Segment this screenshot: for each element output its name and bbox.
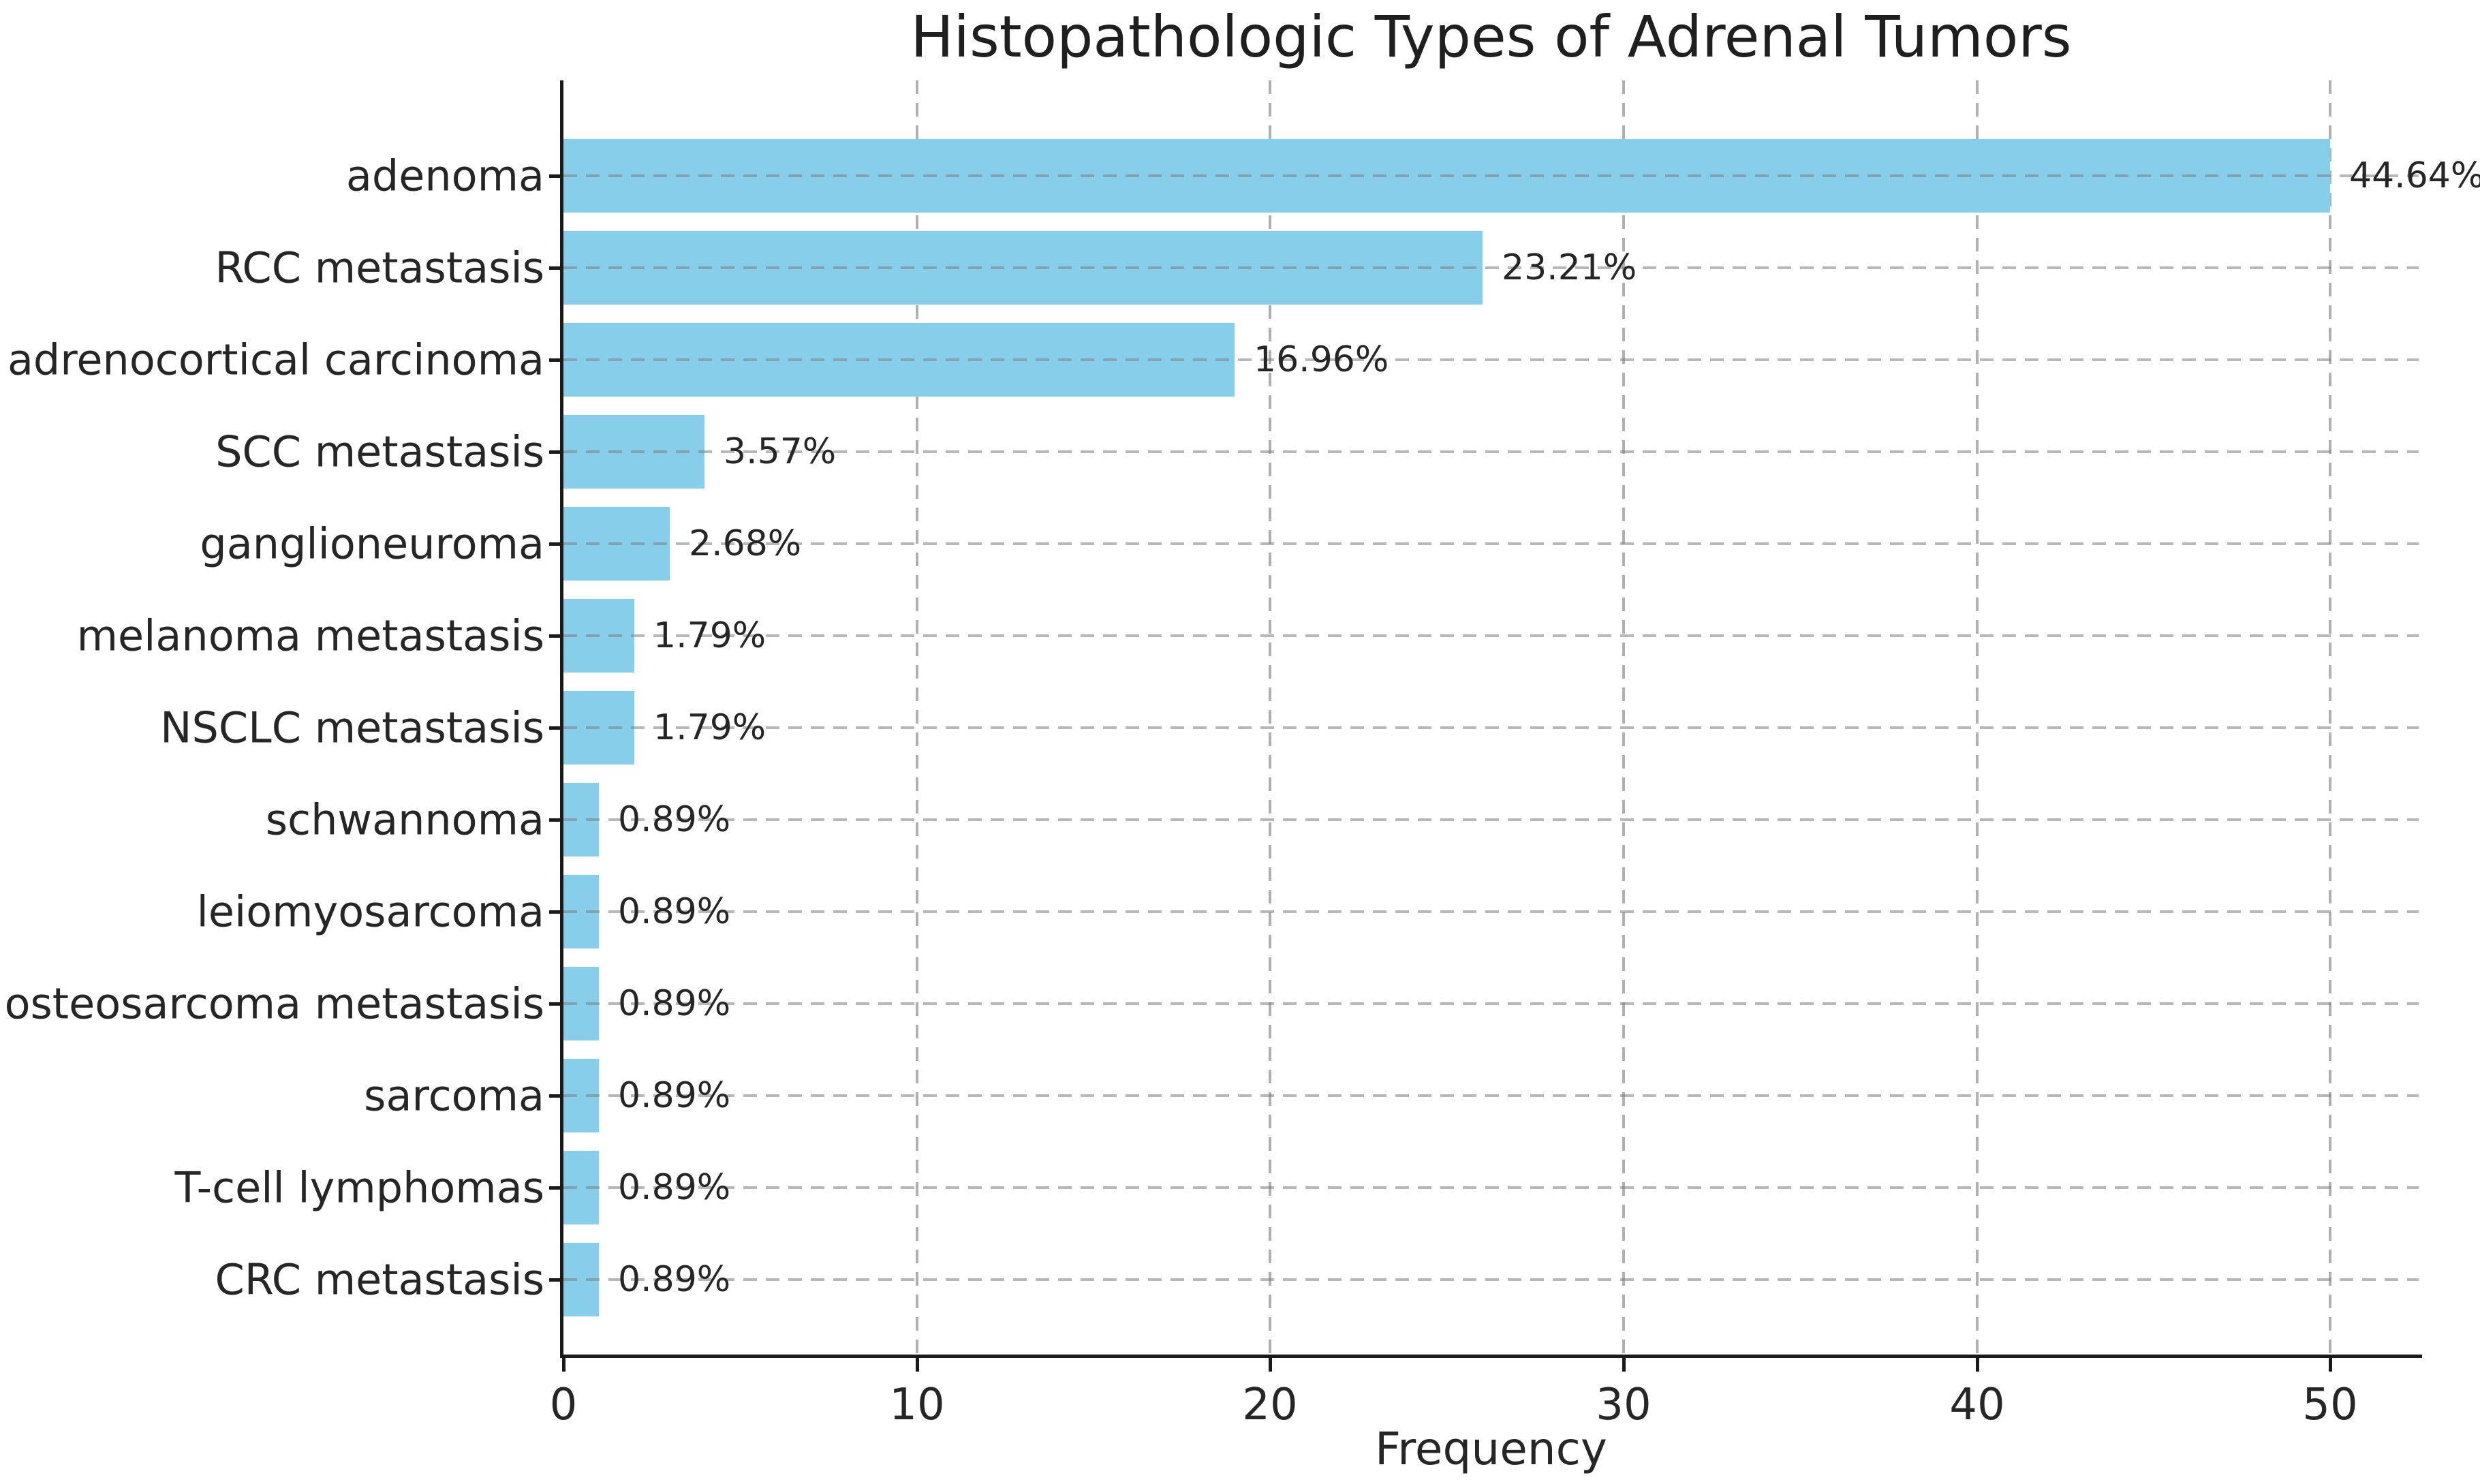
row-dashed-line	[563, 634, 2419, 637]
y-axis-spine	[560, 80, 563, 1358]
bar-percent-label: 23.21%	[1502, 247, 1637, 288]
row-dashed-line	[563, 1002, 2419, 1005]
row-dashed-line	[563, 450, 2419, 453]
y-tick-mark	[549, 634, 560, 638]
x-tick-mark	[1976, 1358, 1979, 1372]
bar-percent-label: 44.64%	[2349, 155, 2480, 196]
category-label: sarcoma	[364, 1070, 544, 1121]
y-tick-mark	[549, 542, 560, 546]
y-tick-mark	[549, 1094, 560, 1098]
category-label: CRC metastasis	[215, 1254, 544, 1305]
bar-percent-label: 0.89%	[618, 1259, 731, 1300]
y-tick-mark	[549, 358, 560, 362]
x-tick-label: 0	[549, 1380, 578, 1430]
bar-percent-label: 1.79%	[653, 615, 766, 656]
row-dashed-line	[563, 1094, 2419, 1097]
category-label: RCC metastasis	[215, 243, 544, 293]
y-tick-mark	[549, 266, 560, 270]
row-dashed-line	[563, 266, 2419, 269]
row-dashed-line	[563, 1278, 2419, 1281]
x-axis-label: Frequency	[1375, 1423, 1607, 1475]
category-label: NSCLC metastasis	[160, 702, 544, 753]
x-tick-mark	[562, 1358, 565, 1372]
row-dashed-line	[563, 726, 2419, 729]
x-gridline	[1976, 80, 1979, 1355]
category-label: T-cell lymphomas	[174, 1162, 544, 1213]
bar-percent-label: 0.89%	[618, 891, 731, 932]
category-label: leiomyosarcoma	[196, 886, 544, 937]
x-tick-mark	[1622, 1358, 1626, 1372]
bar-percent-label: 0.89%	[618, 1167, 731, 1208]
x-tick-label: 40	[1949, 1380, 2005, 1430]
y-tick-mark	[549, 818, 560, 822]
x-tick-mark	[916, 1358, 919, 1372]
y-tick-mark	[549, 1002, 560, 1006]
chart-title: Histopathologic Types of Adrenal Tumors	[910, 3, 2072, 70]
x-tick-mark	[1269, 1358, 1272, 1372]
row-dashed-line	[563, 542, 2419, 545]
y-tick-mark	[549, 910, 560, 914]
category-label: ganglioneuroma	[200, 519, 544, 569]
y-tick-mark	[549, 1278, 560, 1282]
plot-area: 44.64% 23.21% 16.96% 3.57% 2.68% 1.79% 1.79% 0.…	[563, 80, 2480, 1355]
category-label: SCC metastasis	[215, 427, 544, 477]
bar-percent-label: 3.57%	[724, 431, 837, 472]
row-dashed-line	[563, 174, 2419, 177]
bar-percent-label: 2.68%	[689, 523, 802, 564]
row-dashed-line	[563, 358, 2419, 361]
category-label: adenoma	[345, 151, 544, 201]
category-label: melanoma metastasis	[76, 610, 544, 661]
x-axis-spine	[560, 1355, 2422, 1358]
x-gridline	[916, 80, 918, 1355]
x-gridline	[2329, 80, 2331, 1355]
row-dashed-line	[563, 818, 2419, 821]
bar-percent-label: 0.89%	[618, 983, 731, 1024]
y-tick-mark	[549, 1186, 560, 1190]
bar-percent-label: 0.89%	[618, 1075, 731, 1116]
x-gridline	[1622, 80, 1625, 1355]
category-label: schwannoma	[265, 794, 544, 845]
bar-percent-label: 0.89%	[618, 799, 731, 840]
y-tick-mark	[549, 450, 560, 454]
bar-percent-label: 16.96%	[1254, 339, 1389, 380]
x-tick-label: 30	[1596, 1380, 1652, 1430]
x-tick-label: 10	[889, 1380, 945, 1430]
category-label: osteosarcoma metastasis	[4, 978, 544, 1029]
bar-percent-label: 1.79%	[653, 707, 766, 748]
x-tick-label: 20	[1242, 1380, 1298, 1430]
x-gridline	[1269, 80, 1271, 1355]
category-label: adrenocortical carcinoma	[7, 335, 544, 385]
x-tick-label: 50	[2302, 1380, 2358, 1430]
y-tick-mark	[549, 174, 560, 178]
x-tick-mark	[2329, 1358, 2332, 1372]
y-tick-mark	[549, 726, 560, 730]
row-dashed-line	[563, 910, 2419, 913]
row-dashed-line	[563, 1186, 2419, 1189]
